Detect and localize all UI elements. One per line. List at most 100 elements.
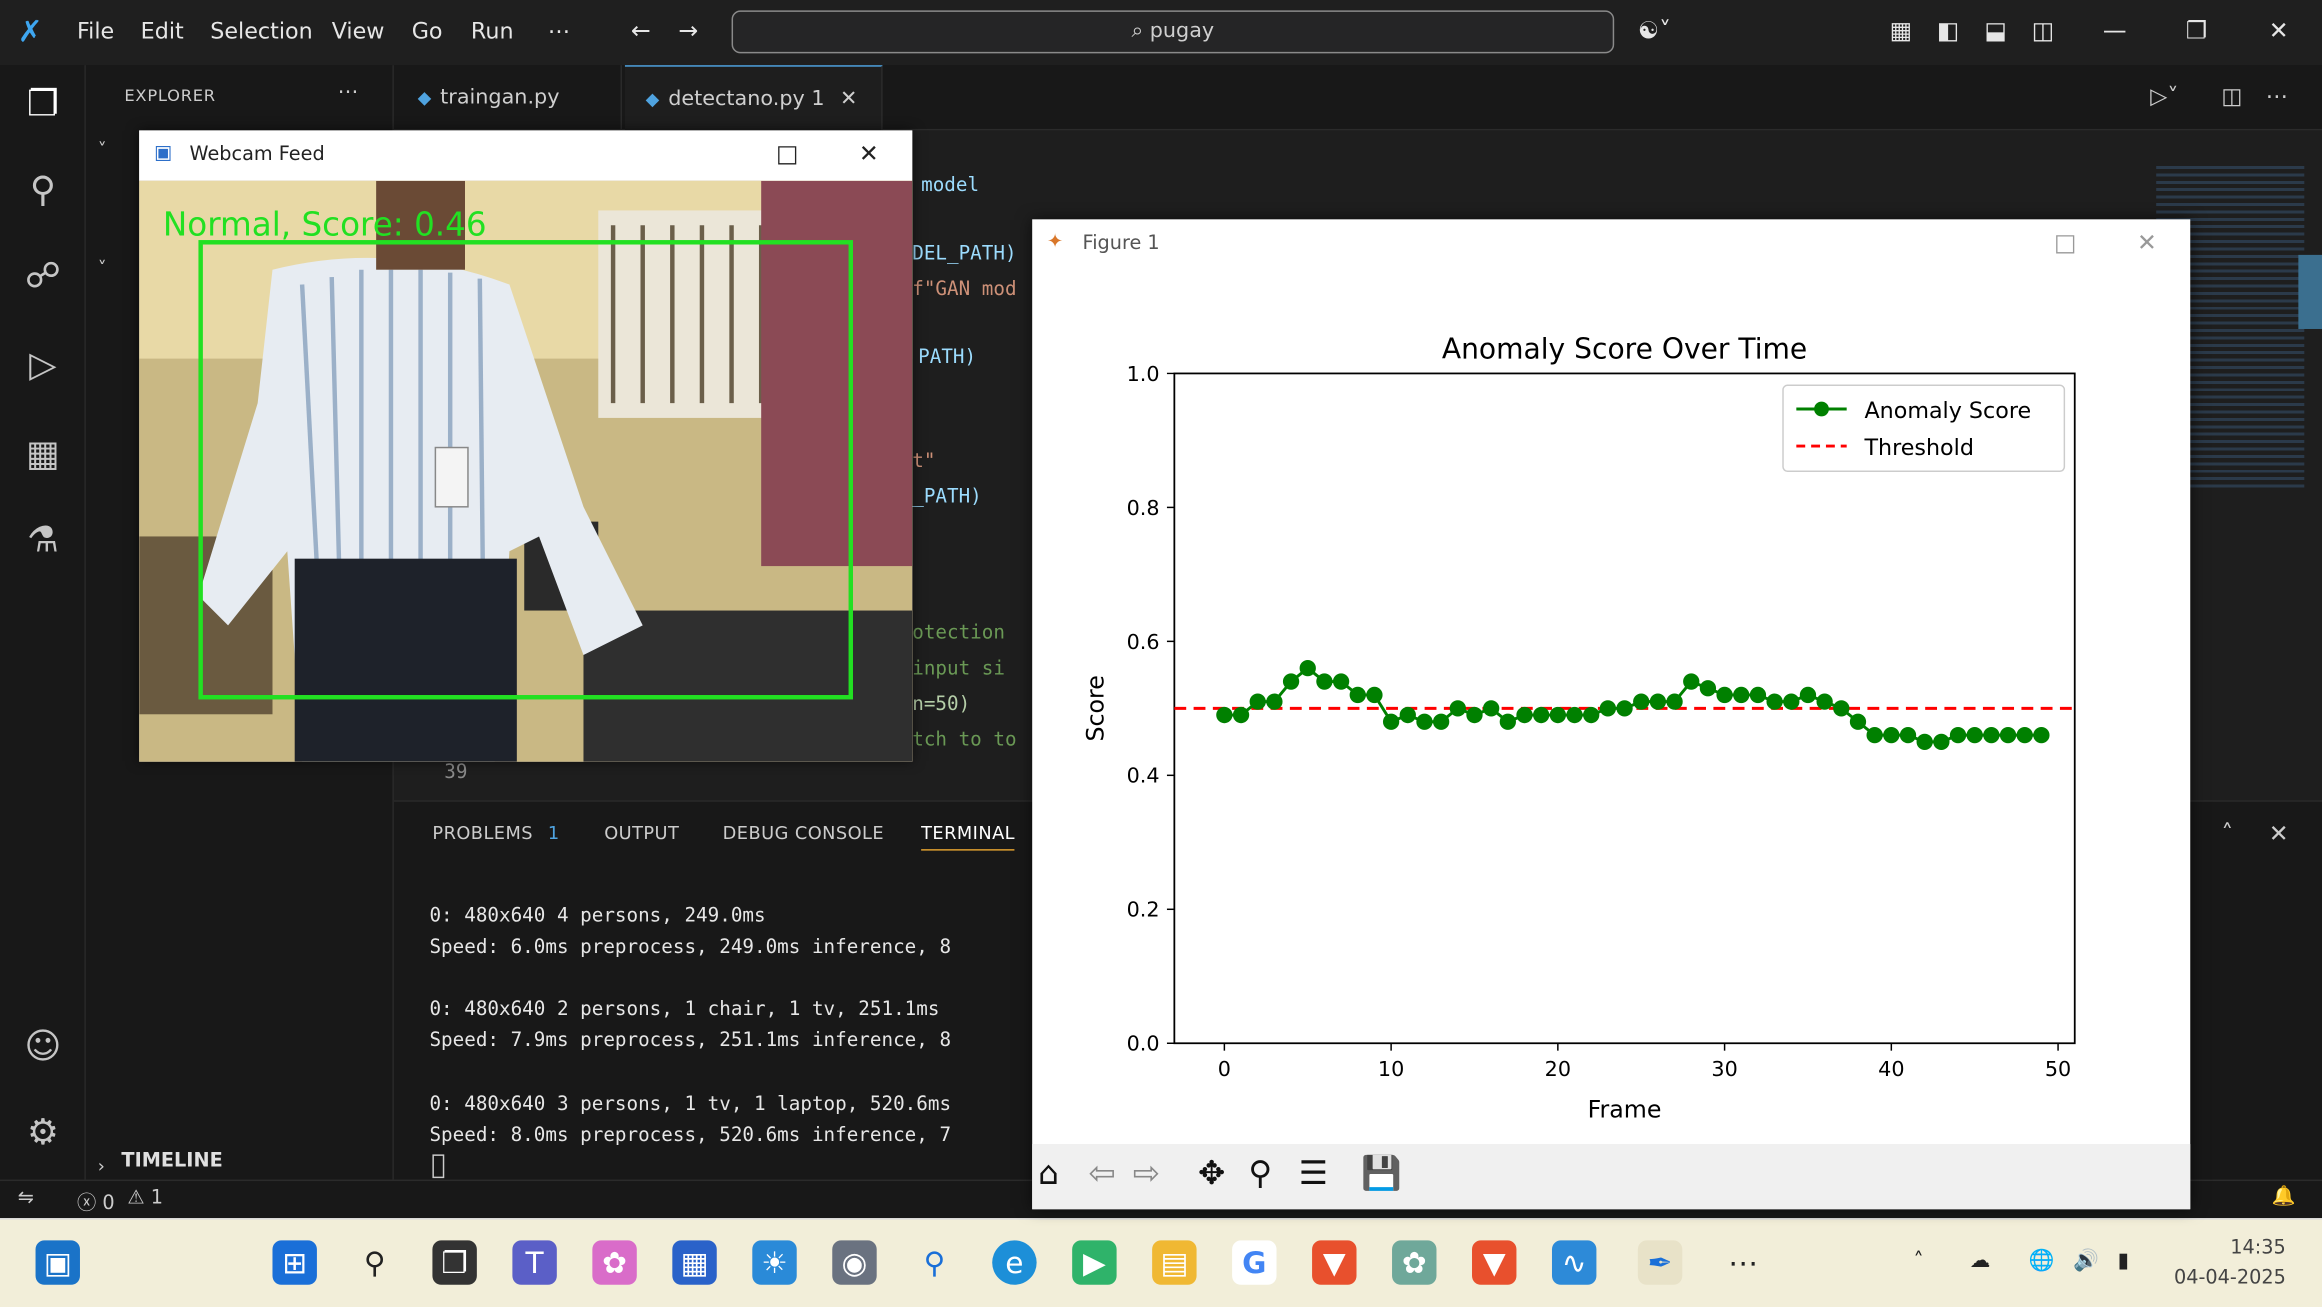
testing-flask-icon[interactable]: ⚗	[27, 518, 59, 561]
camera-icon[interactable]: ◉	[832, 1240, 877, 1285]
menu-view[interactable]: View	[331, 17, 385, 45]
command-center-search[interactable]: ⌕ pugay	[731, 10, 1615, 54]
close-icon[interactable]: ✕	[2268, 16, 2289, 45]
pan-move-icon[interactable]: ✥	[1198, 1155, 1226, 1193]
tab-output[interactable]: OUTPUT	[604, 822, 680, 844]
weather-icon[interactable]: ☀	[752, 1240, 797, 1285]
menu-more[interactable]: ⋯	[547, 17, 571, 45]
explorer-more-icon[interactable]: ⋯	[337, 80, 359, 104]
menu-go[interactable]: Go	[411, 17, 443, 45]
task-view-icon[interactable]: ❐	[432, 1240, 477, 1285]
run-python-icon[interactable]: ▷˅	[2150, 82, 2179, 110]
tray-chevron-up-icon[interactable]: ˄	[1913, 1249, 1924, 1273]
figure-window-titlebar[interactable]: ✦ Figure 1 □ ✕	[1032, 219, 2190, 269]
x-axis-label: Frame	[1588, 1095, 1662, 1123]
home-icon[interactable]: ⌂	[1038, 1155, 1059, 1193]
battery-icon[interactable]: ▮	[2117, 1249, 2130, 1273]
remote-indicator-icon[interactable]: ⇋	[17, 1187, 34, 1210]
back-arrow-icon[interactable]: ←	[630, 16, 651, 45]
tray-cloud-icon[interactable]: ☁	[1969, 1249, 1991, 1273]
play-store-icon[interactable]: ▶	[1072, 1240, 1117, 1285]
activity-app-icon[interactable]: ∿	[1551, 1240, 1597, 1285]
errors-status[interactable]: ⓧ 0	[77, 1192, 115, 1216]
menu-run[interactable]: Run	[470, 17, 514, 45]
volume-icon[interactable]: 🔊	[2073, 1249, 2100, 1273]
menu-edit[interactable]: Edit	[140, 17, 184, 45]
clock-date[interactable]: 04-04-2025	[2173, 1267, 2286, 1290]
windows-start-icon[interactable]: ⊞	[272, 1240, 317, 1285]
configure-subplots-icon[interactable]: ☰	[1298, 1155, 1328, 1193]
account-icon[interactable]: ☺	[24, 1025, 62, 1067]
anomaly-score-chart: Anomaly Score Over Time 0.0 0.2 0.4 0.6 0.8 1…	[1081, 333, 2076, 1123]
maximize-panel-icon[interactable]: ˄	[2221, 819, 2234, 848]
store-icon[interactable]: ▦	[672, 1240, 717, 1285]
anomaly-score-markers	[1216, 660, 2050, 750]
forward-arrow-icon[interactable]: →	[678, 16, 699, 45]
timeline-section[interactable]: TIMELINE	[121, 1149, 223, 1173]
layout-customize-icon[interactable]: ▦	[1889, 16, 1913, 45]
tab-label: detectano.py 1	[668, 87, 825, 112]
data-point	[1716, 686, 1733, 704]
source-control-icon[interactable]: ☍	[24, 254, 61, 297]
data-point	[1299, 660, 1316, 677]
maximize-icon[interactable]: ❐	[2185, 16, 2208, 45]
copilot-icon[interactable]: ☯˅	[1637, 16, 1671, 45]
forward-arrow-icon[interactable]: ⇨	[1132, 1155, 1161, 1193]
chevron-right-icon[interactable]: ›	[97, 1155, 105, 1177]
search-icon[interactable]: ⚲	[29, 168, 56, 211]
toggle-secondary-sidebar-icon[interactable]: ◫	[2031, 16, 2055, 45]
python-feather-icon[interactable]: ✒	[1637, 1240, 1683, 1285]
tab-detectano[interactable]: ◆ detectano.py 1 ✕	[624, 65, 883, 131]
menu-selection[interactable]: Selection	[210, 17, 313, 45]
warnings-status[interactable]: ⚠ 1	[127, 1187, 163, 1210]
maximize-icon[interactable]: □	[775, 139, 799, 168]
close-icon[interactable]: ✕	[2136, 228, 2157, 257]
toggle-panel-icon[interactable]: ⬓	[1984, 16, 2007, 45]
scrollbar-thumb[interactable]	[2298, 254, 2322, 329]
brave-icon[interactable]: ▼	[1312, 1240, 1357, 1285]
x-tick-label: 50	[2045, 1057, 2071, 1081]
tab-debug-console[interactable]: DEBUG CONSOLE	[722, 822, 885, 844]
brave-beta-icon[interactable]: ▼	[1472, 1240, 1517, 1285]
chevron-down-icon[interactable]: ˅	[97, 139, 107, 161]
taskbar-search-icon[interactable]: ⚲	[363, 1244, 386, 1281]
notifications-bell-icon[interactable]: 🔔	[2271, 1185, 2296, 1208]
tab-traingan[interactable]: ◆ traingan.py	[397, 65, 622, 131]
split-editor-icon[interactable]: ◫	[2221, 82, 2243, 110]
back-arrow-icon[interactable]: ⇦	[1088, 1155, 1116, 1193]
language-icon[interactable]: 🌐	[2028, 1249, 2055, 1273]
google-icon[interactable]: G	[1232, 1240, 1277, 1285]
extensions-icon[interactable]: ▦	[26, 432, 60, 475]
settings-gear-icon[interactable]: ⚙	[27, 1111, 59, 1153]
maximize-icon[interactable]: □	[2054, 228, 2077, 257]
clock-time[interactable]: 14:35	[2230, 1237, 2286, 1260]
close-panel-icon[interactable]: ✕	[2268, 819, 2289, 848]
tab-problems[interactable]: PROBLEMS	[432, 822, 533, 844]
save-figure-icon[interactable]: 💾	[1360, 1155, 1402, 1193]
more-apps-icon[interactable]: ⋯	[1728, 1244, 1758, 1281]
matplotlib-figure-window[interactable]: ✦ Figure 1 □ ✕ Anomaly Score Over Time 0…	[1032, 219, 2191, 1210]
run-debug-icon[interactable]: ▷	[29, 343, 57, 386]
toggle-sidebar-icon[interactable]: ◧	[1937, 16, 1960, 45]
teams-icon[interactable]: T	[512, 1240, 557, 1285]
webcam-feed-window[interactable]: ▣ Webcam Feed □ ✕	[139, 130, 913, 762]
search-app-icon[interactable]: ⚲	[923, 1244, 946, 1281]
close-tab-icon[interactable]: ✕	[840, 87, 858, 112]
zoom-magnifier-icon[interactable]: ⚲	[1248, 1155, 1273, 1193]
file-explorer-icon[interactable]: ▤	[1152, 1240, 1197, 1285]
chevron-down-icon[interactable]: ˅	[97, 257, 107, 279]
x-tick-label: 40	[1878, 1057, 1904, 1081]
copilot-app-icon[interactable]: ✿	[592, 1240, 637, 1285]
menu-file[interactable]: File	[77, 17, 115, 45]
explorer-files-icon[interactable]: ❐	[27, 82, 59, 125]
edge-browser-icon[interactable]: e	[992, 1240, 1037, 1285]
code-line: t"	[912, 450, 936, 473]
widgets-icon[interactable]: ▣	[35, 1240, 80, 1285]
data-point	[1983, 726, 2000, 744]
close-icon[interactable]: ✕	[858, 139, 879, 168]
webcam-window-titlebar[interactable]: ▣ Webcam Feed □ ✕	[139, 130, 913, 181]
tab-terminal[interactable]: TERMINAL	[921, 822, 1016, 851]
editor-more-icon[interactable]: ⋯	[2265, 82, 2288, 110]
chatgpt-icon[interactable]: ✿	[1392, 1240, 1437, 1285]
minimize-icon[interactable]: —	[2102, 16, 2127, 45]
